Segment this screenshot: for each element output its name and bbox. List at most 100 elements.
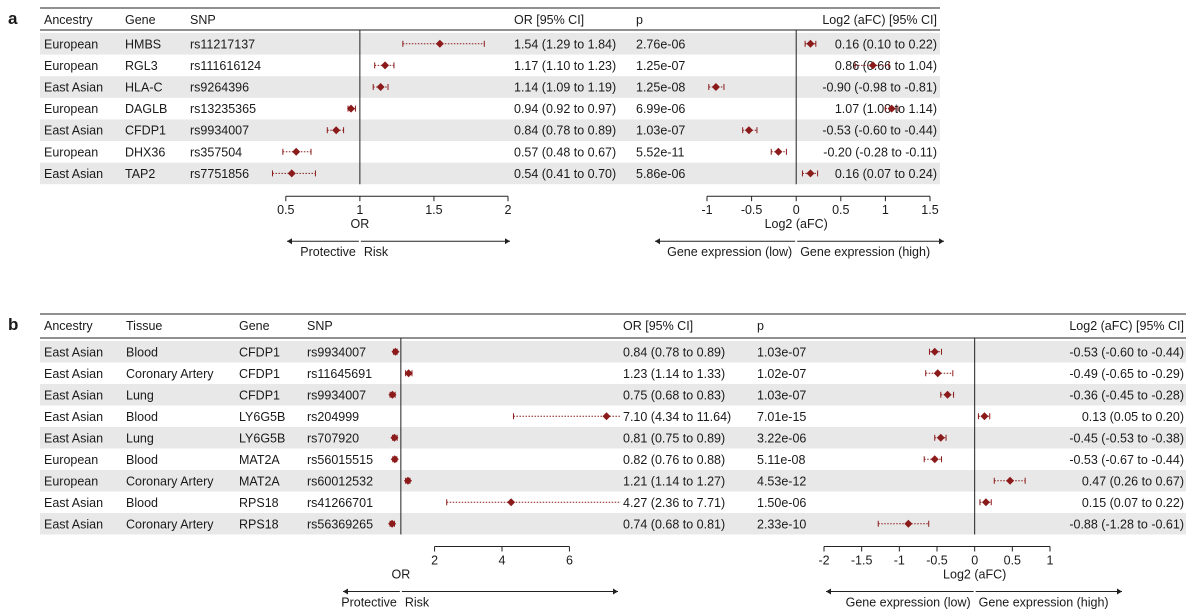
afc-axis-title: Log2 (aFC) <box>943 568 1006 582</box>
or-tick-label: 2 <box>431 554 438 568</box>
cell-ancestry: East Asian <box>44 431 103 445</box>
cell-or-ci: 1.21 (1.14 to 1.27) <box>623 474 725 488</box>
afc-point <box>981 498 990 507</box>
or-axis-title: OR <box>351 217 370 231</box>
or-point <box>287 169 296 178</box>
cell-or-ci: 1.17 (1.10 to 1.23) <box>514 59 616 73</box>
cell-tissue: Coronary Artery <box>126 367 214 381</box>
cell-afc-ci: -0.45 (-0.53 to -0.38) <box>1069 431 1184 445</box>
cell-p-value: 1.25e-08 <box>636 81 685 95</box>
cell-snp: rs9934007 <box>190 124 249 138</box>
afc-axis-title: Log2 (aFC) <box>765 217 828 231</box>
cell-snp: rs7751856 <box>190 167 249 181</box>
cell-p-value: 1.50e-06 <box>757 496 806 510</box>
afc-point <box>806 169 815 178</box>
cell-afc-ci: -0.20 (-0.28 to -0.11) <box>823 145 937 159</box>
panel-letter: b <box>8 315 18 334</box>
or-arrow-right-head <box>613 588 618 595</box>
afc-point <box>943 390 952 399</box>
afc-arrow-right-head <box>939 238 944 245</box>
cell-afc-ci: 0.16 (0.10 to 0.22) <box>835 37 937 51</box>
afc-tick-label: 0 <box>793 203 800 217</box>
cell-gene: LY6G5B <box>239 431 285 445</box>
header-gene: Gene <box>239 319 270 333</box>
table-row: East Asian CFDP1 rs9934007 0.84 (0.78 to 0.… <box>44 124 937 138</box>
row-stripe <box>40 119 940 141</box>
cell-gene: MAT2A <box>239 474 280 488</box>
or-arrow-right-head <box>505 238 510 245</box>
cell-or-ci: 0.82 (0.76 to 0.88) <box>623 453 725 467</box>
cell-ancestry: European <box>44 37 98 51</box>
afc-tick-label: -2 <box>818 554 829 568</box>
table-row: European HMBS rs11217137 1.54 (1.29 to 1.84… <box>44 37 937 51</box>
panel-letter: a <box>8 9 18 28</box>
table-row: European DHX36 rs357504 0.57 (0.48 to 0.67)… <box>44 145 937 159</box>
cell-afc-ci: -0.90 (-0.98 to -0.81) <box>822 81 937 95</box>
cell-snp: rs11217137 <box>190 37 255 51</box>
cell-or-ci: 0.81 (0.75 to 0.89) <box>623 431 725 445</box>
afc-tick-label: 0 <box>971 554 978 568</box>
afc-tick-label: -0.5 <box>926 554 948 568</box>
cell-or-ci: 7.10 (4.34 to 11.64) <box>623 410 731 424</box>
cell-p-value: 5.11e-08 <box>757 453 805 467</box>
or-arrow-left-label: Protective <box>341 596 397 610</box>
cell-tissue: Coronary Artery <box>126 517 214 531</box>
cell-p-value: 1.03e-07 <box>757 345 806 359</box>
or-tick-label: 1.5 <box>425 203 442 217</box>
afc-point <box>930 455 939 464</box>
cell-afc-ci: 0.15 (0.07 to 0.22) <box>1082 496 1184 510</box>
or-point <box>388 390 397 399</box>
or-arrow-left-label: Protective <box>300 245 356 259</box>
afc-point <box>744 126 753 135</box>
row-stripe <box>40 513 1186 535</box>
cell-snp: rs9934007 <box>307 345 366 359</box>
table-row: East Asian Coronary Artery CFDP1 rs11645691… <box>44 367 1184 381</box>
cell-gene: HMBS <box>125 37 161 51</box>
cell-afc-ci: -0.88 (-1.28 to -0.61) <box>1069 517 1184 531</box>
cell-gene: CFDP1 <box>239 367 280 381</box>
row-stripe <box>40 341 1186 363</box>
afc-arrow-right-label: Gene expression (high) <box>979 596 1109 610</box>
table-row: East Asian Blood CFDP1 rs9934007 0.84 (0.78 … <box>44 345 1184 359</box>
cell-p-value: 2.76e-06 <box>636 37 685 51</box>
cell-gene: MAT2A <box>239 453 280 467</box>
cell-ancestry: European <box>44 102 98 116</box>
afc-tick-label: -1 <box>701 203 712 217</box>
afc-point <box>936 433 945 442</box>
cell-p-value: 1.25e-07 <box>636 59 685 73</box>
table-row: East Asian Lung CFDP1 rs9934007 0.75 (0.68 t… <box>44 388 1184 402</box>
table-row: European Blood MAT2A rs56015515 0.82 (0.76 t… <box>44 453 1184 467</box>
table-row: East Asian Coronary Artery RPS18 rs56369265… <box>44 517 1184 531</box>
afc-point <box>980 412 989 421</box>
afc-point <box>868 61 877 70</box>
cell-p-value: 2.33e-10 <box>757 517 806 531</box>
or-tick-label: 2 <box>505 203 512 217</box>
afc-arrow-left-head <box>655 238 660 245</box>
afc-point <box>887 104 896 113</box>
cell-or-ci: 0.84 (0.78 to 0.89) <box>514 124 616 138</box>
cell-or-ci: 0.75 (0.68 to 0.83) <box>623 388 725 402</box>
header-or: OR [95% CI] <box>623 319 693 333</box>
cell-gene: DHX36 <box>125 145 165 159</box>
header-p: p <box>636 13 643 27</box>
afc-arrow-left-head <box>826 588 831 595</box>
cell-gene: LY6G5B <box>239 410 285 424</box>
cell-p-value: 1.03e-07 <box>636 124 685 138</box>
row-stripe <box>40 33 940 55</box>
header-p: p <box>757 319 764 333</box>
header-or: OR [95% CI] <box>514 13 584 27</box>
cell-ancestry: East Asian <box>44 410 103 424</box>
header-gene: Gene <box>125 13 156 27</box>
cell-p-value: 1.03e-07 <box>757 388 806 402</box>
afc-point <box>1006 476 1015 485</box>
cell-snp: rs60012532 <box>307 474 373 488</box>
header-aFC: Log2 (aFC) [95% CI] <box>1069 319 1184 333</box>
cell-gene: CFDP1 <box>239 388 280 402</box>
cell-or-ci: 0.84 (0.78 to 0.89) <box>623 345 725 359</box>
row-stripe <box>40 470 1186 492</box>
cell-ancestry: European <box>44 453 98 467</box>
afc-arrow-left-label: Gene expression (low) <box>846 596 971 610</box>
cell-snp: rs56369265 <box>307 517 373 531</box>
cell-afc-ci: -0.49 (-0.65 to -0.29) <box>1069 367 1184 381</box>
or-tick-label: 1 <box>356 203 363 217</box>
